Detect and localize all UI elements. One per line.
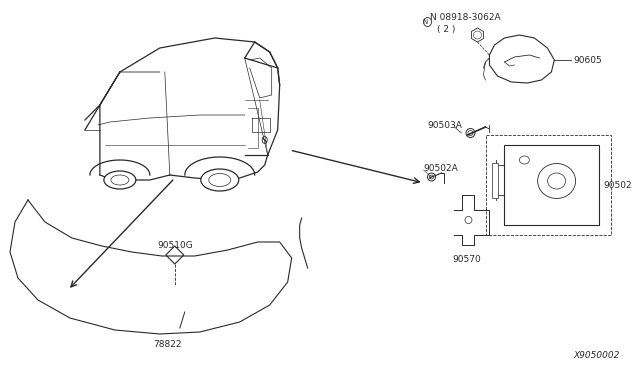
Text: N: N <box>422 19 427 25</box>
Text: X9050002: X9050002 <box>573 351 620 360</box>
Text: 90570: 90570 <box>452 255 481 264</box>
Text: N 08918-3062A: N 08918-3062A <box>429 13 500 22</box>
FancyBboxPatch shape <box>504 145 599 225</box>
FancyBboxPatch shape <box>492 163 499 198</box>
Ellipse shape <box>466 128 475 138</box>
Text: 90502A: 90502A <box>424 164 458 173</box>
Ellipse shape <box>428 173 435 181</box>
Ellipse shape <box>201 169 239 191</box>
Text: 90510G: 90510G <box>158 241 193 250</box>
Text: 90503A: 90503A <box>428 121 462 129</box>
Text: 90605: 90605 <box>573 55 602 64</box>
Text: ( 2 ): ( 2 ) <box>436 25 455 34</box>
Text: 90502: 90502 <box>604 180 632 189</box>
Text: 78822: 78822 <box>154 340 182 349</box>
Ellipse shape <box>104 171 136 189</box>
